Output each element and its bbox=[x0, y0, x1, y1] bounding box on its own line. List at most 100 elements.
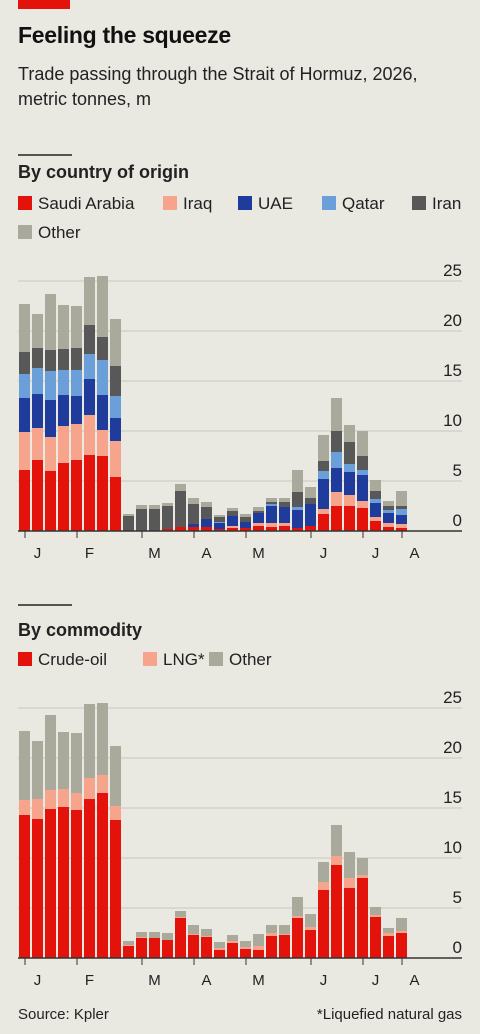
bar-segment bbox=[58, 370, 69, 395]
bar-segment bbox=[227, 511, 238, 516]
bar-segment bbox=[266, 936, 277, 958]
bar-segment bbox=[214, 522, 225, 523]
bar-segment bbox=[279, 507, 290, 523]
bar-segment bbox=[58, 789, 69, 807]
bar-segment bbox=[71, 733, 82, 793]
bar-segment bbox=[383, 501, 394, 506]
bar-segment bbox=[240, 522, 251, 528]
bar-segment bbox=[240, 514, 251, 517]
bar-segment bbox=[292, 507, 303, 510]
bar-segment bbox=[136, 938, 147, 958]
bar-segment bbox=[331, 506, 342, 531]
bar-segment bbox=[240, 528, 251, 531]
legend-swatch bbox=[412, 196, 426, 210]
bar-segment bbox=[292, 916, 303, 918]
bar-segment bbox=[227, 508, 238, 511]
bar-segment bbox=[201, 507, 212, 519]
bar-segment bbox=[331, 452, 342, 468]
bar-segment bbox=[331, 398, 342, 431]
y-tick-label: 0 bbox=[453, 938, 462, 957]
bar-segment bbox=[84, 277, 95, 325]
bar-segment bbox=[188, 527, 199, 531]
bar-segment bbox=[305, 927, 316, 930]
bar-segment bbox=[136, 937, 147, 938]
bar-segment bbox=[175, 917, 186, 918]
bar-segment bbox=[266, 506, 277, 523]
x-tick-label: F bbox=[85, 545, 94, 562]
bar-segment bbox=[19, 374, 30, 398]
bar-segment bbox=[58, 349, 69, 370]
bar-segment bbox=[84, 354, 95, 379]
bar-segment bbox=[84, 379, 95, 415]
bar-segment bbox=[201, 937, 212, 958]
bar-segment bbox=[162, 933, 173, 940]
bar-segment bbox=[123, 941, 134, 945]
bar-segment bbox=[149, 932, 160, 938]
bar-segment bbox=[32, 428, 43, 460]
bar-segment bbox=[110, 820, 121, 958]
bar-segment bbox=[175, 918, 186, 958]
bar-segment bbox=[58, 305, 69, 349]
bar-segment bbox=[383, 527, 394, 531]
bar-segment bbox=[227, 528, 238, 531]
bar-segment bbox=[305, 914, 316, 927]
y-tick-label: 20 bbox=[443, 311, 462, 330]
bar-segment bbox=[97, 775, 108, 793]
bar-segment bbox=[357, 501, 368, 508]
bar-segment bbox=[305, 487, 316, 498]
bar-segment bbox=[214, 523, 225, 529]
bar-segment bbox=[318, 882, 329, 890]
bar-segment bbox=[227, 941, 238, 943]
bar-segment bbox=[136, 932, 147, 937]
bar-segment bbox=[383, 523, 394, 527]
bar-segment bbox=[175, 911, 186, 917]
bar-segment bbox=[97, 276, 108, 337]
bar-segment bbox=[97, 337, 108, 360]
bar-segment bbox=[58, 807, 69, 958]
bar-segment bbox=[331, 468, 342, 492]
bar-segment bbox=[58, 395, 69, 426]
bar-segment bbox=[396, 506, 407, 509]
bar-segment bbox=[227, 943, 238, 958]
bar-segment bbox=[227, 526, 238, 528]
bar-segment bbox=[32, 460, 43, 531]
x-tick-label: A bbox=[409, 972, 419, 989]
bar-segment bbox=[253, 511, 264, 513]
bar-segment bbox=[370, 499, 381, 503]
legend-swatch bbox=[18, 652, 32, 666]
bar-segment bbox=[266, 502, 277, 504]
legend-swatch bbox=[143, 652, 157, 666]
bar-segment bbox=[383, 936, 394, 958]
bar-segment bbox=[19, 398, 30, 432]
bar-segment bbox=[318, 471, 329, 479]
legend-label: Other bbox=[229, 650, 272, 669]
y-tick-label: 15 bbox=[443, 788, 462, 807]
bar-segment bbox=[253, 513, 264, 523]
bar-segment bbox=[58, 463, 69, 531]
legend-label: Saudi Arabia bbox=[38, 194, 135, 213]
bar-segment bbox=[45, 400, 56, 437]
bar-segment bbox=[110, 746, 121, 806]
bar-segment bbox=[240, 949, 251, 958]
bar-segment bbox=[32, 799, 43, 819]
bar-segment bbox=[188, 504, 199, 524]
x-tick-label: M bbox=[148, 972, 161, 989]
bar-segment bbox=[188, 935, 199, 958]
y-tick-label: 5 bbox=[453, 888, 462, 907]
bar-segment bbox=[201, 527, 212, 531]
bar-segment bbox=[32, 394, 43, 428]
bar-segment bbox=[344, 495, 355, 506]
bar-segment bbox=[188, 524, 199, 527]
bar-segment bbox=[370, 491, 381, 499]
bar-segment bbox=[253, 946, 264, 950]
bar-segment bbox=[175, 484, 186, 491]
bar-segment bbox=[383, 506, 394, 510]
bar-segment bbox=[266, 504, 277, 506]
bar-segment bbox=[383, 510, 394, 513]
bar-segment bbox=[305, 930, 316, 958]
brand-bar bbox=[18, 0, 70, 9]
bar-segment bbox=[162, 503, 173, 506]
legend-label: Crude-oil bbox=[38, 650, 107, 669]
bar-segment bbox=[71, 460, 82, 531]
y-tick-label: 15 bbox=[443, 361, 462, 380]
